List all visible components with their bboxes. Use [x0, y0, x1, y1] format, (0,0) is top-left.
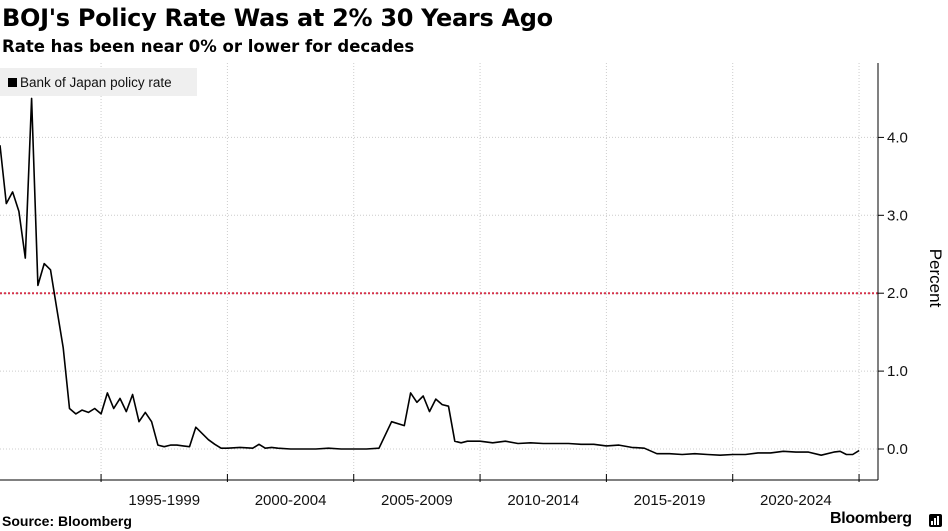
chart-title: BOJ's Policy Rate Was at 2% 30 Years Ago: [2, 4, 553, 32]
x-tick-label: 2005-2009: [381, 492, 453, 509]
y-axis-label: Percent: [926, 248, 945, 308]
chart-subtitle: Rate has been near 0% or lower for decad…: [2, 37, 415, 56]
gridlines: [0, 63, 878, 480]
y-tick-label: 3.0: [887, 207, 908, 224]
series-layer: [0, 97, 860, 457]
bloomberg-bars-icon: [929, 514, 942, 527]
bloomberg-logo: Bloomberg: [830, 510, 912, 527]
x-tick-label: 2020-2024: [760, 492, 832, 509]
x-tick-label: 2000-2004: [255, 492, 327, 509]
y-tick-label: 4.0: [887, 129, 908, 146]
series-line-boj-policy-rate: [0, 97, 860, 457]
y-tick-label: 1.0: [887, 363, 908, 380]
legend: Bank of Japan policy rate: [0, 68, 197, 96]
x-tick-label: 2015-2019: [634, 492, 706, 509]
y-tick-label: 0.0: [887, 441, 908, 458]
x-tick-label: 2010-2014: [507, 492, 579, 509]
legend-label: Bank of Japan policy rate: [20, 74, 172, 90]
x-tick-label: 1995-1999: [128, 492, 200, 509]
y-tick-label: 2.0: [887, 285, 908, 302]
axes: 0.0 1.0 2.0 3.0 4.0 1995-1999 2000-2004 2005-20…: [0, 63, 908, 509]
legend-swatch: [8, 77, 17, 87]
source-note: Source: Bloomberg: [2, 513, 132, 529]
